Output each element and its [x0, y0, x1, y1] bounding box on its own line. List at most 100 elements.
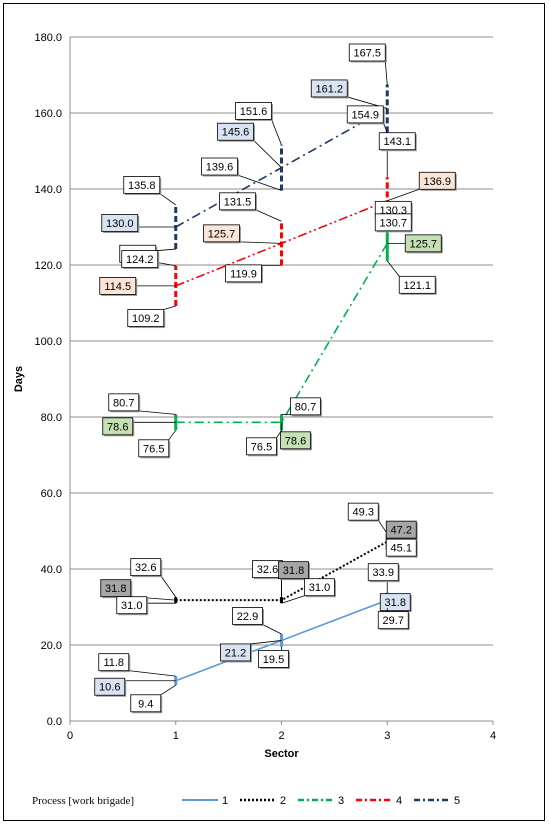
callout-label: 31.8 — [283, 565, 304, 577]
callout-box — [130, 694, 162, 713]
callout-label: 31.8 — [105, 583, 126, 595]
y-tick-label: 40.0 — [41, 564, 62, 576]
callout-leader — [138, 410, 176, 415]
x-tick-label: 1 — [173, 730, 179, 742]
y-tick-labels: 0.0 20.0 40.0 60.0 80.0 100.0 120.0 140.0 160.0 1… — [34, 32, 62, 728]
legend: Process [work brigade] 1 2 3 4 5 — [32, 795, 460, 807]
callout-leader — [384, 60, 388, 85]
callout-label: 136.9 — [423, 176, 451, 188]
callout-label: 31.0 — [309, 582, 330, 594]
y-tick-label: 80.0 — [41, 412, 62, 424]
axes — [69, 37, 494, 725]
callout-label: 21.2 — [225, 647, 246, 659]
callout-box — [310, 79, 348, 98]
callout-label: 49.3 — [353, 507, 374, 519]
x-tick-labels: 0 1 2 3 4 — [67, 730, 496, 742]
callout-leader — [168, 430, 177, 441]
data-callouts: 11.8 10.6 9.4 22.9 21.2 19.5 33.9 31.8 29.7 32.6 3… — [94, 43, 457, 714]
y-tick-label: 60.0 — [41, 488, 62, 500]
callout-label: 78.6 — [285, 435, 306, 447]
y-axis-title: Days — [13, 366, 25, 392]
callout-box — [258, 650, 289, 668]
callout-leader — [250, 640, 282, 645]
callout-label: 32.6 — [257, 564, 278, 576]
callout-label: 78.6 — [107, 421, 128, 433]
callout-box — [304, 578, 335, 597]
callout-leader — [276, 430, 282, 439]
callout-box — [377, 611, 409, 630]
callout-label: 151.6 — [240, 106, 268, 118]
callout-box — [203, 224, 240, 243]
callout-box — [280, 431, 311, 450]
callout-label: 10.6 — [99, 682, 120, 694]
callout-label: 139.6 — [206, 162, 234, 174]
callout-label: 32.6 — [135, 562, 156, 574]
callout-leader — [262, 624, 282, 635]
callout-label: 145.6 — [222, 127, 250, 139]
callout-label: 125.7 — [208, 228, 236, 240]
callout-label: 80.7 — [113, 397, 134, 409]
callout-label: 131.5 — [224, 196, 252, 208]
callout-box — [385, 538, 417, 557]
callout-label: 121.1 — [403, 280, 431, 292]
callout-box — [246, 437, 277, 456]
callout-box — [346, 105, 384, 124]
callout-box — [98, 653, 130, 672]
callout-box — [379, 593, 411, 612]
callout-box — [138, 439, 170, 458]
chart-frame — [3, 3, 545, 821]
callout-box — [100, 579, 132, 598]
callout-box — [121, 250, 159, 268]
callout-leader — [239, 241, 282, 244]
y-tick-label: 180.0 — [34, 32, 62, 44]
legend-label-3: 3 — [338, 795, 344, 807]
callout-label: 29.7 — [383, 615, 404, 627]
legend-label-2: 2 — [280, 795, 286, 807]
callout-box — [94, 677, 126, 696]
y-tick-label: 20.0 — [41, 640, 62, 652]
legend-label-5: 5 — [454, 795, 460, 807]
callout-leader — [255, 209, 282, 222]
callout-leader — [157, 248, 176, 251]
callout-box — [418, 171, 456, 190]
callout-box — [130, 558, 162, 577]
callout-box — [102, 417, 134, 436]
callout-label: 31.0 — [121, 600, 142, 612]
callout-box — [367, 563, 399, 582]
callout-leader — [160, 575, 177, 598]
callout-leader — [382, 122, 388, 133]
callout-label: 130.7 — [379, 217, 407, 229]
x-tick-label: 3 — [384, 730, 390, 742]
callout-box — [127, 309, 165, 327]
x-tick-label: 2 — [278, 730, 284, 742]
callout-label: 11.8 — [103, 657, 124, 669]
callout-label: 154.9 — [351, 109, 379, 121]
callout-box — [278, 561, 309, 580]
callout-box — [108, 393, 140, 412]
series-line-3 — [175, 242, 388, 424]
callout-leader — [271, 119, 282, 146]
y-tick-label: 140.0 — [34, 184, 62, 196]
callout-box — [99, 276, 137, 295]
callout-leader — [281, 595, 305, 604]
callout-label: 76.5 — [251, 441, 272, 453]
x-tick-label: 0 — [67, 730, 73, 742]
callout-box — [220, 643, 251, 662]
callout-label: 31.8 — [385, 597, 406, 609]
y-tick-label: 120.0 — [34, 260, 62, 272]
x-axis-title: Sector — [264, 748, 299, 760]
callout-label: 143.1 — [383, 136, 411, 148]
callout-box — [123, 176, 161, 194]
callout-box — [225, 264, 262, 283]
callout-label: 119.9 — [230, 268, 257, 280]
y-tick-label: 0.0 — [47, 716, 62, 728]
callout-label: 130.0 — [106, 218, 134, 230]
x-tick-label: 4 — [490, 730, 496, 742]
callout-leader — [160, 684, 176, 696]
callout-box — [374, 213, 412, 232]
callout-leader — [387, 188, 420, 202]
callout-box — [219, 192, 256, 211]
callout-leader — [237, 174, 282, 191]
callout-box — [348, 43, 386, 62]
